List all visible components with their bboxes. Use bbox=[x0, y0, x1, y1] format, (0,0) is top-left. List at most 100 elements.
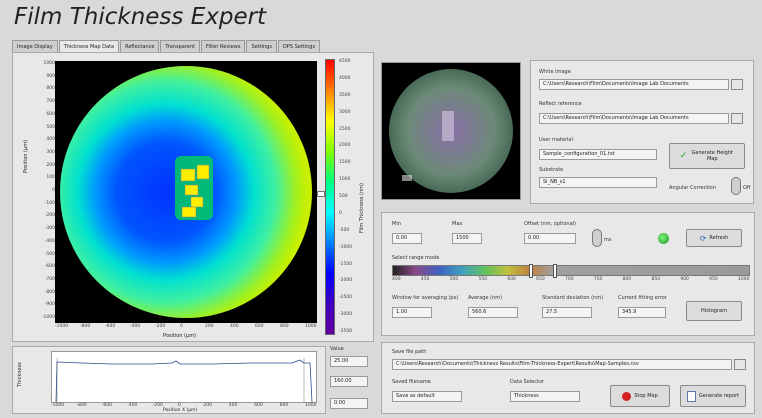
colorbar-tick: 4500 bbox=[339, 59, 351, 64]
tab-filter-reviews[interactable]: Filter Reviews bbox=[201, 40, 246, 53]
save-mode-field[interactable]: Save as default bbox=[392, 391, 462, 402]
map-x-tick: -200 bbox=[155, 324, 166, 329]
colorbar-tick: 500 bbox=[339, 194, 348, 199]
map-x-tick: -1000 bbox=[55, 324, 69, 329]
colorbar-ticks: 4500 4000 3500 3000 2500 2000 1500 1000 500 0 -500… bbox=[339, 59, 357, 335]
substrate-field[interactable]: Si_NB_s1 bbox=[539, 177, 657, 188]
offset-field[interactable]: 0.00 bbox=[524, 233, 576, 244]
max-field[interactable]: 1500 bbox=[452, 233, 482, 244]
map-y-ticks: 1000 900 800 700 600 500 400 300 200 100 0 -100 -200… bbox=[27, 61, 55, 321]
colorbar-tick: -2500 bbox=[339, 295, 353, 301]
map-y-tick: 800 bbox=[46, 86, 55, 92]
reflect-reference-path[interactable]: C:\Users\Research\Film\Documents\Image L… bbox=[539, 113, 729, 124]
save-path-label: Save file path bbox=[392, 349, 427, 355]
range-handle-high[interactable] bbox=[553, 264, 557, 278]
fit-error-field: 345.9 bbox=[618, 307, 666, 318]
profile-x-ticks: -1000 -800 -600 -400 -200 0 200 400 600 800 1000 bbox=[51, 403, 317, 409]
map-x-tick: 200 bbox=[205, 324, 214, 329]
generate-report-button[interactable]: Generate report bbox=[680, 385, 746, 407]
thickness-map-image bbox=[60, 66, 312, 318]
thickness-map-plot[interactable] bbox=[55, 61, 317, 323]
save-path-field[interactable]: C:\Users\Research\Documents\Thickness Re… bbox=[392, 359, 732, 370]
map-x-tick: 600 bbox=[255, 324, 264, 329]
map-y-tick: 400 bbox=[46, 137, 55, 143]
map-y-tick: 1000 bbox=[43, 61, 55, 66]
average-field: 560.6 bbox=[468, 307, 518, 318]
map-y-tick: 100 bbox=[46, 175, 55, 181]
histogram-button[interactable]: Histogram bbox=[686, 301, 742, 321]
profile-value-3[interactable]: 0.00 bbox=[330, 398, 368, 409]
refresh-button[interactable]: ⟳ Refresh bbox=[686, 229, 742, 247]
colorbar-tick: 3500 bbox=[339, 92, 351, 98]
profile-x-tick: 1000 bbox=[305, 403, 317, 408]
range-handle-low[interactable] bbox=[529, 264, 533, 278]
avg-window-field[interactable]: 1.00 bbox=[392, 307, 432, 318]
color-range-label: Select range mode bbox=[392, 255, 440, 261]
app-title: Film Thickness Expert bbox=[14, 4, 267, 30]
user-material-field[interactable]: Sample_configuration_01.txt bbox=[539, 149, 657, 160]
profile-line-chart bbox=[55, 358, 313, 403]
range-tick: 650 bbox=[536, 277, 545, 282]
browse-folder-icon[interactable] bbox=[731, 79, 743, 90]
map-x-tick: -600 bbox=[105, 324, 116, 329]
profile-side-controls: Value 25.00 160.00 0.00 bbox=[328, 346, 372, 414]
stop-map-button[interactable]: Stop Map bbox=[610, 385, 670, 407]
profile-value-1[interactable]: 25.00 bbox=[330, 356, 368, 367]
white-image-label: White Image bbox=[539, 69, 571, 75]
map-y-tick: 200 bbox=[46, 162, 55, 168]
generate-height-map-button[interactable]: ✓ Generate Height Map bbox=[669, 143, 745, 169]
range-tick: 400 bbox=[392, 277, 401, 282]
colorbar-tick: 2500 bbox=[339, 126, 351, 132]
range-tick: 950 bbox=[709, 277, 718, 282]
browse-folder-icon-2[interactable] bbox=[731, 113, 743, 124]
map-y-tick: -400 bbox=[44, 238, 55, 244]
colorbar-tick: -1000 bbox=[339, 244, 353, 250]
user-material-label: User material bbox=[539, 137, 573, 143]
camera-preview[interactable] bbox=[381, 62, 521, 200]
tab-reflectance[interactable]: Reflectance bbox=[120, 40, 160, 53]
tab-thickness-map[interactable]: Thickness Map Data bbox=[58, 40, 120, 53]
colorbar-tick: 3000 bbox=[339, 109, 351, 115]
range-tick: 500 bbox=[449, 277, 459, 282]
range-tick: 550 bbox=[478, 277, 488, 282]
average-label: Average (nm) bbox=[468, 295, 503, 301]
data-type-field[interactable]: Thickness bbox=[510, 391, 580, 402]
min-field[interactable]: 0.00 bbox=[392, 233, 422, 244]
fit-error-label: Current fitting error bbox=[618, 295, 667, 301]
tab-settings[interactable]: Settings bbox=[246, 40, 277, 53]
map-y-tick: -700 bbox=[44, 276, 55, 282]
stddev-label: Standard deviation (nm) bbox=[542, 295, 604, 301]
angular-correction-toggle[interactable] bbox=[731, 177, 741, 195]
substrate-label: Substrate bbox=[539, 167, 564, 173]
map-x-ticks: -1000 -800 -600 -400 -200 0 200 400 600 800 1000 bbox=[55, 324, 317, 332]
colorbar-tick: -1500 bbox=[339, 261, 353, 267]
profile-x-tick: 200 bbox=[203, 403, 212, 408]
map-y-tick: 0 bbox=[52, 188, 55, 193]
tab-transparent[interactable]: Transparent bbox=[160, 40, 201, 53]
colorbar-tick: -3000 bbox=[339, 312, 353, 318]
range-tick: 450 bbox=[420, 277, 430, 282]
range-tick: 800 bbox=[622, 277, 632, 282]
map-y-tick: 300 bbox=[46, 149, 55, 155]
range-tick: 600 bbox=[507, 277, 516, 282]
profile-side-label: Value bbox=[330, 346, 344, 352]
save-browse-folder-icon[interactable] bbox=[734, 359, 746, 370]
wavelength-range-bar[interactable] bbox=[392, 264, 750, 278]
colorbar bbox=[325, 59, 335, 335]
profile-x-tick: -800 bbox=[76, 403, 87, 408]
status-led-icon bbox=[658, 233, 669, 244]
tab-dps-settings[interactable]: DPS Settings bbox=[277, 40, 321, 53]
map-x-tick: -400 bbox=[130, 324, 141, 329]
map-y-tick: -300 bbox=[44, 226, 55, 232]
profile-plot[interactable] bbox=[51, 351, 317, 403]
range-ticks: 400 450 500 550 600 650 700 750 800 850 900 950 1000 bbox=[392, 277, 750, 283]
stop-toggle[interactable] bbox=[592, 229, 602, 247]
profile-value-2[interactable]: 160.00 bbox=[330, 376, 368, 387]
tab-image-display[interactable]: Image Display bbox=[12, 40, 58, 53]
colorbar-tick: 1000 bbox=[339, 177, 351, 183]
colorbar-tick: -2000 bbox=[339, 278, 353, 284]
colorbar-slider-handle[interactable] bbox=[317, 191, 325, 197]
white-image-path[interactable]: C:\Users\Research\Film\Documents\Image L… bbox=[539, 79, 729, 90]
stop-icon bbox=[622, 391, 632, 401]
map-y-tick: -1000 bbox=[41, 315, 55, 320]
